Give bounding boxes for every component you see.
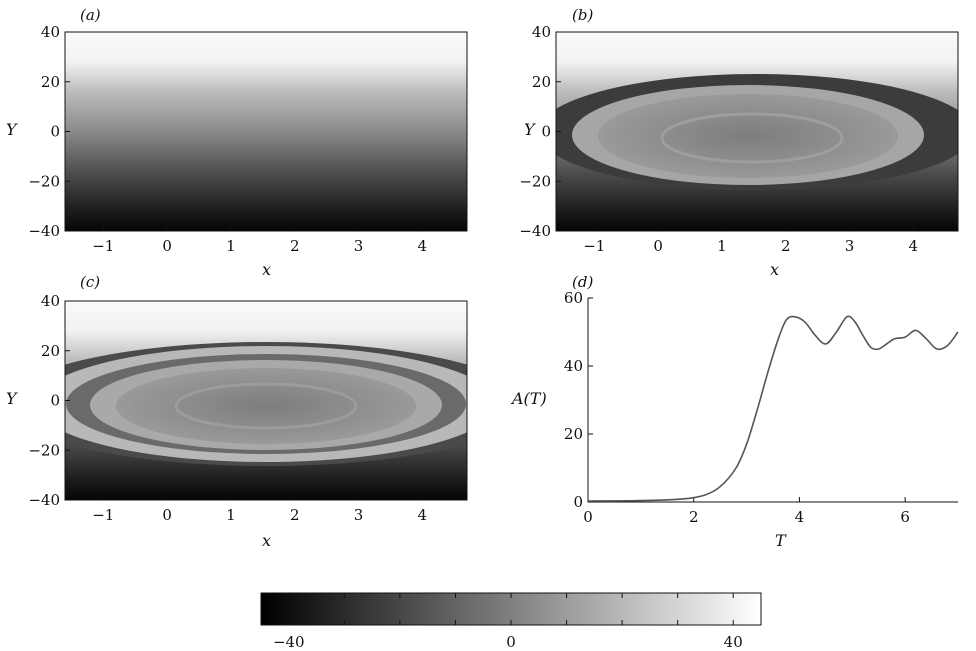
panel-c-ylabel: Y xyxy=(6,389,18,408)
panel-d-tag: (d) xyxy=(572,273,593,291)
panel-b-yticks: 40 20 0 −20 −40 xyxy=(519,23,561,240)
panel-a-xticks: −1 0 1 2 3 4 xyxy=(92,226,427,255)
panel-c-xticks: −1 0 1 2 3 4 xyxy=(92,495,427,524)
x-tick-label: 2 xyxy=(290,237,300,255)
panel-a-xlabel: x xyxy=(262,260,271,279)
y-tick-label: −20 xyxy=(28,172,60,190)
x-tick-label: 2 xyxy=(781,237,791,255)
panel-b-xticks: −1 0 1 2 3 4 xyxy=(583,226,918,255)
panel-a-yticks: 40 20 0 −20 −40 xyxy=(28,23,70,240)
panel-d-ylabel: A(T) xyxy=(510,389,547,408)
x-tick-label: 3 xyxy=(845,237,855,255)
y-tick-label: 0 xyxy=(50,392,60,410)
panel-c-tag: (c) xyxy=(80,273,100,291)
y-tick-label: 20 xyxy=(532,73,551,91)
x-tick-label: 1 xyxy=(226,506,236,524)
panel-a-field xyxy=(65,32,467,231)
panel-c-xlabel: x xyxy=(262,531,271,550)
colorbar-tick-label: 0 xyxy=(506,633,516,651)
panel-d-series-line xyxy=(587,315,959,502)
y-tick-label: 20 xyxy=(41,73,60,91)
panel-d-xlabel: T xyxy=(775,531,787,550)
panel-b-tag: (b) xyxy=(572,6,593,24)
y-tick-label: 0 xyxy=(541,123,551,141)
x-tick-label: 2 xyxy=(290,506,300,524)
y-tick-label: 40 xyxy=(41,23,60,41)
colorbar-ticks: −40 0 40 xyxy=(273,593,743,651)
y-tick-label: 40 xyxy=(564,357,583,375)
colorbar-tick-label: 40 xyxy=(724,633,743,651)
x-tick-label: 1 xyxy=(226,237,236,255)
y-tick-label: −40 xyxy=(519,222,551,240)
x-tick-label: −1 xyxy=(92,237,114,255)
x-tick-label: 4 xyxy=(418,506,428,524)
colorbar: −40 0 40 xyxy=(260,592,762,651)
y-tick-label: 20 xyxy=(564,425,583,443)
x-tick-label: 4 xyxy=(795,508,805,526)
y-tick-label: −20 xyxy=(28,441,60,459)
x-tick-label: 4 xyxy=(418,237,428,255)
panel-a: (a) −1 0 1 2 3 4 40 20 0 −20 −40 Y x xyxy=(6,6,468,279)
x-tick-label: −1 xyxy=(583,237,605,255)
x-tick-label: 0 xyxy=(162,506,172,524)
panel-c-field xyxy=(65,301,467,500)
colorbar-tick-label: −40 xyxy=(273,633,305,651)
y-tick-label: −20 xyxy=(519,172,551,190)
y-tick-label: −40 xyxy=(28,222,60,240)
panel-a-ylabel: Y xyxy=(6,120,18,139)
panel-d-yticks: 60 40 20 0 xyxy=(564,289,593,511)
y-tick-label: 60 xyxy=(564,289,583,307)
y-tick-label: −40 xyxy=(28,491,60,509)
x-tick-label: 3 xyxy=(354,506,364,524)
panel-d-xticks: 0 2 4 6 xyxy=(583,497,910,526)
y-tick-label: 0 xyxy=(573,493,583,511)
y-tick-label: 40 xyxy=(41,292,60,310)
panel-b: (b) −1 0 1 2 3 4 40 20 0 −20 −40 Y x xyxy=(519,6,959,279)
y-tick-label: 0 xyxy=(50,123,60,141)
panel-b-ylabel: Y xyxy=(524,120,536,139)
x-tick-label: 2 xyxy=(689,508,699,526)
panel-a-tag: (a) xyxy=(80,6,101,24)
x-tick-label: 0 xyxy=(653,237,663,255)
x-tick-label: 4 xyxy=(909,237,919,255)
x-tick-label: 0 xyxy=(162,237,172,255)
panel-c: (c) −1 0 1 2 3 4 40 20 0 −20 −40 Y x xyxy=(6,273,468,550)
x-tick-label: 6 xyxy=(900,508,910,526)
x-tick-label: 0 xyxy=(583,508,593,526)
x-tick-label: 3 xyxy=(354,237,364,255)
panel-b-field xyxy=(556,32,958,231)
x-tick-label: 1 xyxy=(717,237,727,255)
y-tick-label: 40 xyxy=(532,23,551,41)
panel-b-xlabel: x xyxy=(770,260,779,279)
y-tick-label: 20 xyxy=(41,342,60,360)
panel-d-axes xyxy=(587,298,958,503)
panel-d: (d) 0 2 4 6 60 40 20 0 A(T) T xyxy=(510,273,959,550)
panel-c-yticks: 40 20 0 −20 −40 xyxy=(28,292,70,509)
x-tick-label: −1 xyxy=(92,506,114,524)
